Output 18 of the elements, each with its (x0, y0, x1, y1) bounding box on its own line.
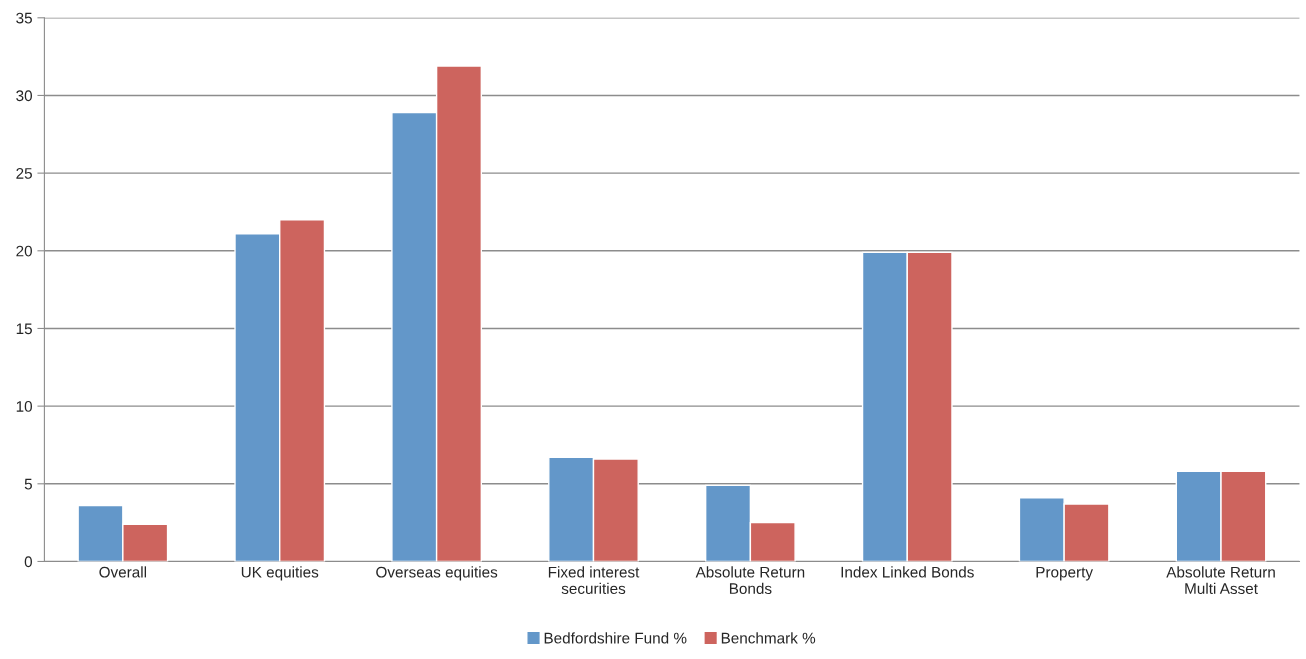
x-tick-label: Index Linked Bonds (841, 566, 974, 578)
y-tick-label: 10 (16, 401, 32, 412)
x-tick-label: Absolute Return Multi Asset (1166, 566, 1275, 595)
legend-label: Benchmark % (721, 632, 816, 644)
x-tick-label: Fixed interest securities (548, 566, 640, 595)
legend-label: Bedfordshire Fund % (544, 632, 687, 644)
y-tick-label: 35 (16, 12, 32, 24)
x-tick-label: Property (1036, 566, 1093, 581)
y-tick-label: 5 (24, 478, 32, 490)
y-tick-label: 30 (16, 90, 32, 102)
x-tick-label: Overseas equities (376, 566, 498, 581)
x-tick-label: Overall (99, 566, 147, 578)
x-tick-label: UK equities (241, 566, 319, 581)
y-tick-label: 25 (16, 168, 32, 179)
y-tick-label: 20 (16, 245, 32, 257)
x-tick-label: Absolute Return Bonds (695, 566, 805, 595)
y-tick-label: 15 (16, 323, 32, 335)
y-tick-label: 0 (24, 556, 32, 568)
